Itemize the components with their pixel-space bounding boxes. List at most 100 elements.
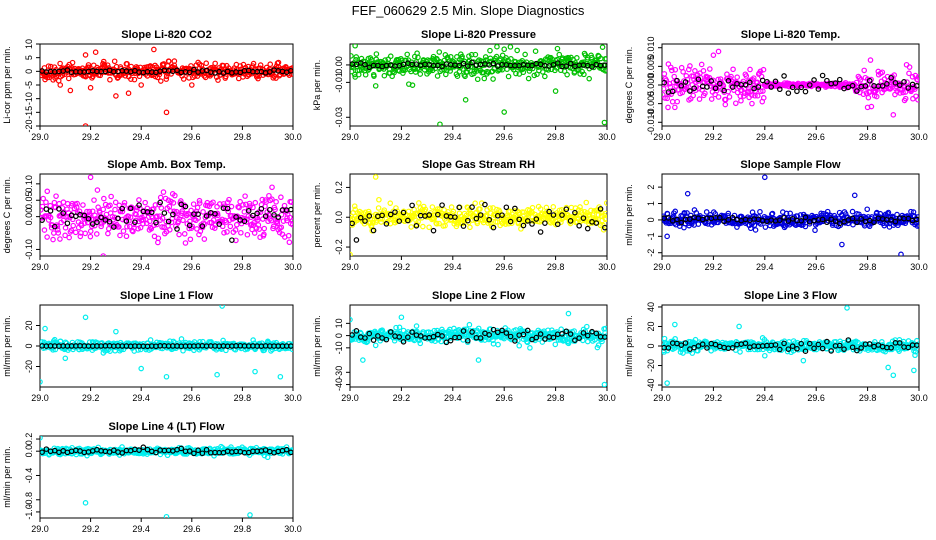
data-point <box>158 205 165 211</box>
data-point <box>160 189 167 195</box>
data-point <box>391 69 397 76</box>
reference-point <box>288 67 293 74</box>
data-point <box>665 104 671 111</box>
reference-point <box>456 334 463 341</box>
reference-point <box>275 214 282 220</box>
reference-point <box>858 345 864 351</box>
data-point <box>700 68 707 74</box>
data-point <box>124 223 130 230</box>
y-tick-label: 2 <box>646 185 656 190</box>
data-points <box>350 44 607 126</box>
data-point <box>166 226 173 233</box>
data-point <box>81 220 88 226</box>
reference-point <box>507 218 514 225</box>
reference-point <box>896 82 903 88</box>
reference-point <box>815 86 822 92</box>
x-tick-label: 29.6 <box>183 262 201 272</box>
outlier-point <box>87 174 94 181</box>
data-point <box>259 196 266 203</box>
reference-point <box>366 64 373 71</box>
data-point <box>595 342 602 348</box>
data-point <box>861 67 867 74</box>
outlier-point <box>82 123 89 126</box>
reference-point <box>747 79 753 86</box>
reference-point <box>405 217 411 224</box>
reference-point <box>229 237 235 243</box>
data-point <box>692 336 699 343</box>
data-point <box>505 73 512 80</box>
data-point <box>750 75 757 81</box>
data-point <box>539 69 546 75</box>
data-point <box>405 208 412 215</box>
outlier-point <box>552 88 559 94</box>
y-tick-label: -20 <box>24 360 34 373</box>
data-point <box>224 199 231 206</box>
data-point <box>221 229 227 236</box>
reference-point <box>841 346 847 352</box>
data-point <box>662 71 668 77</box>
data-point <box>507 208 513 215</box>
reference-point <box>400 338 407 345</box>
outlier-point <box>62 355 69 362</box>
y-tick-label: 0.00 <box>334 56 344 74</box>
reference-point <box>473 215 480 222</box>
reference-point <box>888 344 894 351</box>
data-point <box>268 217 275 224</box>
x-tick-label: 30.0 <box>910 132 928 142</box>
data-point <box>220 62 227 69</box>
x-tick-label: 30.0 <box>284 393 302 403</box>
reference-point <box>199 223 206 229</box>
reference-point <box>186 69 193 76</box>
data-point <box>57 236 63 242</box>
data-point <box>185 211 191 217</box>
outlier-point <box>749 100 755 107</box>
reference-point <box>717 80 723 87</box>
reference-point <box>529 336 535 343</box>
data-point <box>564 71 570 78</box>
data-point <box>250 60 257 67</box>
y-tick-label: -0.03 <box>334 107 344 128</box>
reference-point <box>482 201 488 208</box>
data-point <box>531 72 538 79</box>
y-tick-label: 0.000 <box>646 74 656 97</box>
reference-point <box>862 83 869 89</box>
data-point <box>672 208 679 215</box>
data-point <box>351 203 358 209</box>
data-point <box>695 221 702 227</box>
y-axis-label: kPa per min. <box>312 60 322 111</box>
data-point <box>70 222 76 229</box>
reference-point <box>550 334 557 341</box>
reference-point <box>195 211 201 217</box>
reference-point <box>56 206 62 212</box>
x-tick-label: 29.4 <box>444 393 462 403</box>
reference-point <box>811 77 817 83</box>
reference-point <box>785 90 792 96</box>
data-points <box>40 174 293 256</box>
reference-point <box>785 218 792 224</box>
reference-point <box>383 336 390 343</box>
reference-point <box>665 345 672 351</box>
reference-point <box>250 212 256 219</box>
data-point <box>227 223 234 230</box>
data-point <box>40 203 46 210</box>
reference-point <box>905 344 912 351</box>
reference-point <box>157 199 163 206</box>
x-tick-label: 30.0 <box>284 262 302 272</box>
data-point <box>894 211 900 218</box>
data-point <box>698 61 705 68</box>
data-point <box>131 76 138 83</box>
data-point <box>74 200 80 207</box>
data-point <box>757 208 763 215</box>
data-point <box>857 76 864 83</box>
data-point <box>802 223 809 230</box>
reference-point <box>178 201 185 208</box>
outlier-point <box>601 381 607 387</box>
reference-point <box>110 224 117 230</box>
y-tick-label: 20 <box>646 321 656 331</box>
reference-point <box>396 334 403 340</box>
data-point <box>147 337 154 343</box>
data-point <box>520 69 527 76</box>
data-point <box>391 67 398 73</box>
